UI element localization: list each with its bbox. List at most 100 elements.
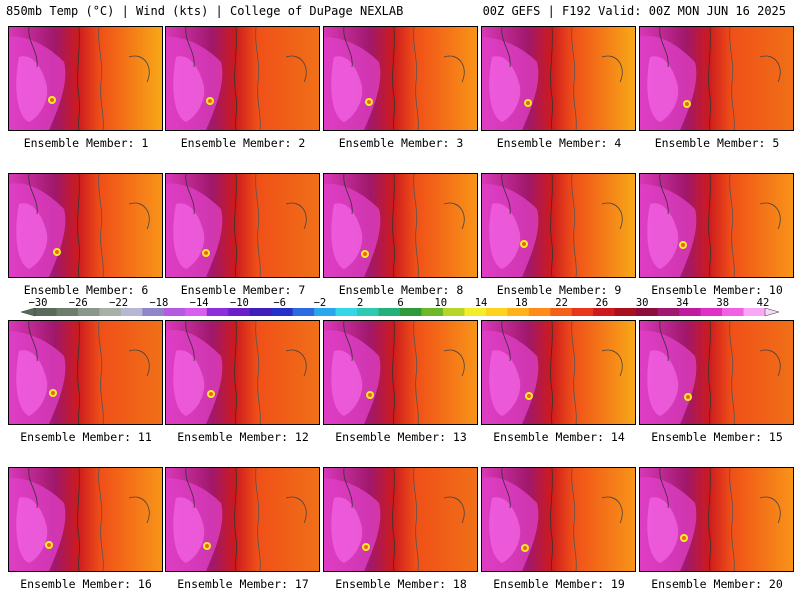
ensemble-panel [165,467,320,572]
temperature-colorbar [20,307,780,317]
colorbar-swatch [163,308,186,316]
temperature-map [166,321,319,424]
colorbar-tick-label: −22 [109,297,129,309]
ensemble-panel [8,320,163,425]
ensemble-panel [8,467,163,572]
ensemble-member-label: Ensemble Member: 6 [23,283,149,297]
temperature-map [640,468,793,571]
temperature-map [324,468,477,571]
ensemble-member-label: Ensemble Member: 17 [177,577,309,591]
colorbar-swatch [335,308,358,316]
colorbar-swatch [120,308,143,316]
colorbar-swatch [185,308,208,316]
colorbar-tick-label: 2 [357,297,364,309]
colorbar-swatch [614,308,637,316]
ensemble-member-label: Ensemble Member: 10 [651,283,783,297]
ensemble-panel [165,173,320,278]
ensemble-panel [323,173,478,278]
colorbar-swatch [378,308,401,316]
colorbar-swatch [77,308,100,316]
ensemble-panel [323,467,478,572]
colorbar-min-arrow [20,307,36,317]
colorbar-swatch [442,308,465,316]
ensemble-member-label: Ensemble Member: 11 [20,430,152,444]
colorbar-swatch [722,308,745,316]
ensemble-member-label: Ensemble Member: 13 [335,430,467,444]
colorbar-tick-label: −14 [189,297,209,309]
ensemble-panel [481,467,636,572]
colorbar-tick-label: 22 [555,297,568,309]
ensemble-panel [639,320,794,425]
colorbar-swatch [99,308,122,316]
ensemble-panel [481,173,636,278]
colorbar-swatch [464,308,487,316]
ensemble-member-label: Ensemble Member: 15 [651,430,783,444]
ensemble-member-label: Ensemble Member: 8 [338,283,464,297]
ensemble-panel [481,26,636,131]
colorbar-swatch [657,308,680,316]
ensemble-member-label: Ensemble Member: 20 [651,577,783,591]
map-title: 850mb Temp (°C) | Wind (kts) | College o… [6,4,404,18]
colorbar-tick-label: 6 [397,297,404,309]
colorbar-max-arrow [764,307,780,317]
ensemble-member-label: Ensemble Member: 2 [180,136,306,150]
temperature-map [9,27,162,130]
temperature-map [640,321,793,424]
colorbar-tick-label: 14 [474,297,488,309]
ensemble-member-label: Ensemble Member: 1 [23,136,149,150]
colorbar-tick-label: 42 [756,297,770,309]
ensemble-member-label: Ensemble Member: 16 [20,577,152,591]
colorbar-swatch [636,308,659,316]
temperature-map [9,174,162,277]
temperature-map [482,174,635,277]
temperature-map [166,468,319,571]
temperature-map [482,27,635,130]
ensemble-member-label: Ensemble Member: 9 [496,283,622,297]
ensemble-panel [481,320,636,425]
ensemble-member-label: Ensemble Member: 14 [493,430,625,444]
ensemble-panel [639,173,794,278]
colorbar-swatch [550,308,573,316]
colorbar-tick-label: 38 [716,297,730,309]
colorbar-tick-label: 10 [434,297,448,309]
ensemble-member-label: Ensemble Member: 18 [335,577,467,591]
colorbar-tick-label: 26 [595,297,609,309]
temperature-map [166,27,319,130]
colorbar-swatch [485,308,508,316]
ensemble-panel [165,26,320,131]
colorbar-tick-label: −30 [28,297,48,309]
colorbar-swatch [421,308,444,316]
colorbar-swatch [743,308,766,316]
colorbar-swatch [400,308,422,316]
colorbar-swatch [571,308,594,316]
run-valid-time: 00Z GEFS | F192 Valid: 00Z MON JUN 16 20… [482,4,786,18]
temperature-map [166,174,319,277]
temperature-map [640,27,793,130]
ensemble-member-label: Ensemble Member: 3 [338,136,464,150]
colorbar-swatch [56,308,79,316]
colorbar-tick-label: −10 [229,297,249,309]
colorbar-swatch [593,308,616,316]
temperature-map [9,468,162,571]
colorbar-swatch [271,308,294,316]
colorbar-swatch [357,308,380,316]
temperature-map [9,321,162,424]
colorbar-swatch [507,308,530,316]
ensemble-member-label: Ensemble Member: 12 [177,430,309,444]
ensemble-member-label: Ensemble Member: 7 [180,283,306,297]
colorbar-tick-label: −6 [273,297,286,309]
temperature-map [324,321,477,424]
colorbar-swatch [700,308,723,316]
colorbar-swatch [206,308,229,316]
ensemble-member-label: Ensemble Member: 19 [493,577,625,591]
ensemble-panel [639,26,794,131]
temperature-map [324,27,477,130]
colorbar-tick-label: 18 [515,297,528,309]
colorbar-tick-label: 34 [676,297,689,309]
colorbar-tick-label: −18 [149,297,169,309]
temperature-map [482,468,635,571]
colorbar-swatch [142,308,165,316]
colorbar-swatch [228,308,251,316]
ensemble-member-label: Ensemble Member: 5 [654,136,780,150]
ensemble-panel [165,320,320,425]
